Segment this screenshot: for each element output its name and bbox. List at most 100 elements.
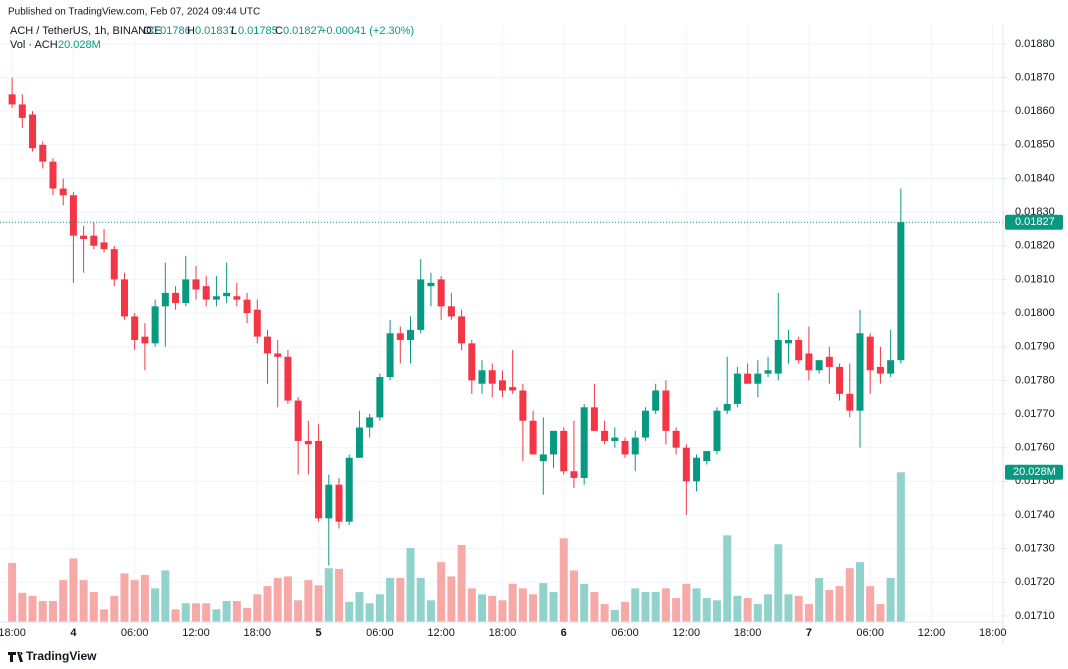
volume-bar bbox=[191, 603, 200, 622]
candle-body bbox=[509, 387, 517, 391]
volume-bar bbox=[866, 586, 875, 622]
volume-bar bbox=[355, 592, 364, 622]
y-tick-label: 0.01740 bbox=[1015, 509, 1055, 521]
y-tick-label: 0.01760 bbox=[1015, 442, 1055, 454]
volume-bar bbox=[549, 592, 558, 622]
volume-bar bbox=[130, 580, 139, 622]
last-volume-label: 20.028M bbox=[1013, 466, 1056, 478]
legend-high-value: 0.01837 bbox=[195, 25, 235, 37]
x-tick-label: 6 bbox=[561, 627, 567, 639]
volume-bar bbox=[447, 576, 456, 622]
y-tick-label: 0.01800 bbox=[1015, 307, 1055, 319]
candle-body bbox=[713, 410, 721, 452]
candle-body bbox=[621, 440, 629, 455]
volume-bar bbox=[202, 603, 211, 622]
candle-body bbox=[468, 343, 476, 381]
volume-bar bbox=[120, 573, 129, 622]
candle-body bbox=[703, 451, 711, 462]
candle-body bbox=[212, 296, 220, 300]
volume-bar bbox=[416, 577, 425, 622]
volume-bar bbox=[467, 588, 476, 622]
x-tick-label: 18:00 bbox=[244, 627, 272, 639]
candle-body bbox=[161, 292, 169, 307]
candle-body bbox=[498, 380, 506, 391]
volume-bar bbox=[263, 586, 272, 622]
volume-bar bbox=[702, 598, 711, 622]
legend-close-value: 0.01827 bbox=[283, 25, 323, 37]
volume-bar bbox=[641, 592, 650, 622]
symbol-title: ACH / TetherUS, 1h, BINANCE bbox=[10, 25, 161, 37]
volume-pane bbox=[8, 472, 905, 622]
volume-bar bbox=[825, 589, 834, 622]
volume-bar bbox=[712, 600, 721, 622]
volume-bar bbox=[406, 547, 415, 622]
candle-body bbox=[836, 366, 844, 394]
volume-bar bbox=[89, 592, 98, 622]
candle-body bbox=[18, 104, 26, 118]
grid bbox=[0, 24, 1003, 622]
volume-bar bbox=[314, 585, 323, 622]
volume-bar bbox=[631, 588, 640, 622]
volume-bar bbox=[335, 568, 343, 622]
volume-bar bbox=[580, 583, 589, 622]
volume-bar bbox=[18, 592, 27, 622]
candle-body bbox=[253, 309, 261, 337]
x-tick-label: 4 bbox=[70, 627, 77, 639]
y-tick-label: 0.01880 bbox=[1015, 38, 1055, 50]
legend-low-label: L bbox=[231, 25, 237, 37]
y-tick-label: 0.01850 bbox=[1015, 139, 1055, 151]
x-tick-label: 06:00 bbox=[366, 627, 394, 639]
candle-body bbox=[120, 279, 128, 317]
candle-body bbox=[39, 144, 47, 162]
y-tick-label: 0.01840 bbox=[1015, 172, 1055, 184]
volume-bar bbox=[672, 598, 681, 622]
legend-change: +0.00041 (+2.30%) bbox=[320, 25, 414, 37]
volume-bar bbox=[243, 607, 252, 622]
x-tick-label: 12:00 bbox=[673, 627, 701, 639]
volume-bar bbox=[508, 583, 517, 622]
candle-body bbox=[774, 339, 782, 374]
brand-logo bbox=[8, 652, 23, 662]
x-tick-label: 06:00 bbox=[856, 627, 884, 639]
volume-bar bbox=[600, 604, 609, 622]
candle-body bbox=[631, 437, 639, 455]
volume-legend-value: 20.028M bbox=[58, 39, 101, 51]
candle-body bbox=[784, 339, 792, 344]
volume-bar bbox=[692, 588, 701, 622]
volume-bar bbox=[365, 603, 374, 622]
volume-bar bbox=[559, 538, 568, 622]
last-price-badge bbox=[1005, 214, 1063, 230]
candle-body bbox=[805, 353, 813, 371]
candle-body bbox=[754, 373, 762, 384]
y-tick-label: 0.01780 bbox=[1015, 374, 1055, 386]
candle-body bbox=[304, 440, 312, 445]
candle-body bbox=[437, 279, 445, 307]
volume-bar bbox=[386, 577, 395, 622]
volume-bar bbox=[69, 558, 78, 622]
candle-body bbox=[100, 242, 108, 250]
candle-body bbox=[866, 336, 874, 371]
candle-body bbox=[825, 356, 833, 367]
candle-body bbox=[69, 195, 77, 236]
candle-body bbox=[151, 306, 159, 344]
candle-body bbox=[427, 282, 435, 287]
candle-body bbox=[202, 286, 210, 300]
candle-body bbox=[407, 329, 415, 340]
volume-bar bbox=[682, 583, 691, 622]
candle-body bbox=[284, 356, 292, 401]
axes: 0.017100.017200.017300.017400.017500.017… bbox=[0, 38, 1063, 639]
y-tick-label: 0.01820 bbox=[1015, 240, 1055, 252]
volume-bar bbox=[304, 580, 313, 622]
candle-body bbox=[263, 336, 271, 354]
volume-bar bbox=[8, 562, 17, 622]
y-tick-label: 0.01790 bbox=[1015, 341, 1055, 353]
volume-bar bbox=[518, 588, 527, 622]
volume-bar bbox=[478, 594, 487, 622]
volume-bar bbox=[794, 595, 803, 622]
candle-body bbox=[529, 420, 537, 455]
volume-bar bbox=[753, 604, 762, 622]
candle-body bbox=[345, 457, 353, 522]
volume-bar bbox=[28, 595, 37, 622]
legend-open-label: O bbox=[143, 25, 152, 37]
